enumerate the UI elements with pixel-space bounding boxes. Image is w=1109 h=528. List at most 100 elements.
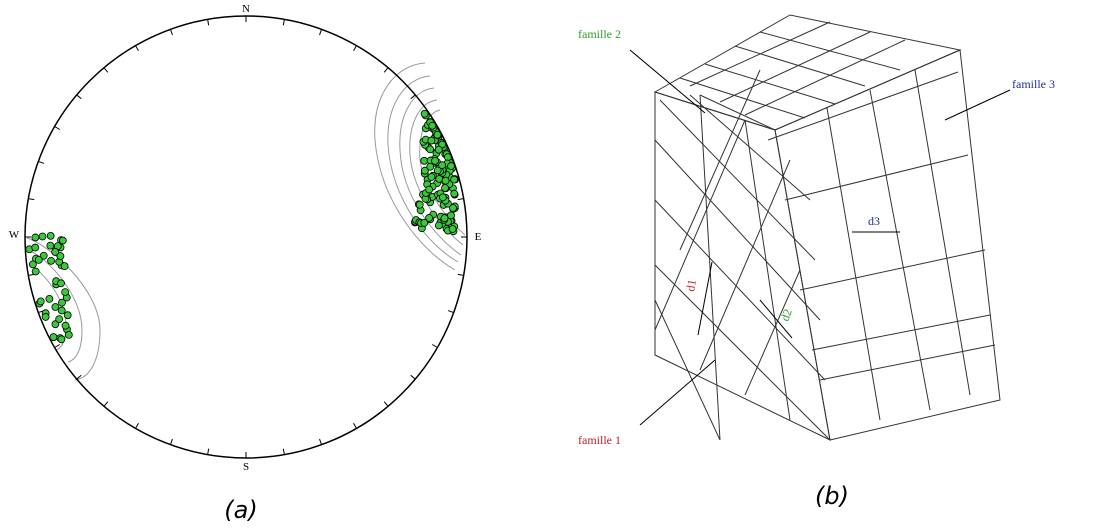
tick <box>28 198 35 201</box>
left-face <box>654 91 831 441</box>
caption: (a) <box>224 496 257 524</box>
pole <box>427 136 436 145</box>
pole <box>56 252 65 260</box>
family-3-joints <box>767 69 996 421</box>
pole <box>58 298 66 307</box>
pole <box>46 241 55 250</box>
tick <box>353 45 357 52</box>
family-2-label: famille 2 <box>578 27 621 41</box>
pole <box>31 243 40 252</box>
pole <box>434 221 443 230</box>
pole <box>36 297 45 306</box>
pole <box>61 321 70 330</box>
pole <box>427 173 436 181</box>
family-3-label: famille 3 <box>1012 77 1055 91</box>
edges <box>699 94 791 441</box>
contour <box>399 87 462 256</box>
pole <box>447 162 455 170</box>
pole <box>426 145 435 154</box>
arrow <box>697 261 713 336</box>
tick <box>54 126 61 130</box>
tick <box>38 160 45 164</box>
pole <box>55 315 64 324</box>
tick <box>103 401 109 407</box>
pole <box>41 313 50 321</box>
top-joints <box>679 21 906 119</box>
contour <box>26 237 101 381</box>
tick <box>103 67 109 73</box>
pole <box>450 189 459 198</box>
east-label: E <box>475 231 482 243</box>
pole <box>438 161 447 170</box>
pole <box>64 330 73 339</box>
leader <box>629 49 706 114</box>
tick <box>457 273 464 276</box>
tick <box>431 344 438 348</box>
pole <box>420 109 429 118</box>
contour <box>374 62 456 271</box>
pole <box>433 130 442 139</box>
pole <box>420 166 429 175</box>
pole <box>426 162 435 171</box>
contour <box>27 249 83 363</box>
pole <box>440 214 449 223</box>
north-label: N <box>242 3 250 15</box>
tick <box>135 45 139 52</box>
pole <box>441 184 449 192</box>
tick <box>353 422 357 429</box>
pole <box>31 267 40 276</box>
tick <box>383 67 389 73</box>
pole <box>420 218 429 227</box>
tick <box>135 422 139 429</box>
leader <box>944 89 1011 121</box>
poles <box>25 109 460 344</box>
pole <box>39 251 48 260</box>
tick <box>54 344 61 348</box>
pole <box>438 140 447 149</box>
pole <box>58 236 67 245</box>
pole <box>415 200 424 209</box>
pole <box>61 288 70 296</box>
annotations <box>629 49 1011 426</box>
pole <box>425 214 434 222</box>
tick <box>383 401 389 407</box>
primitive-circle <box>24 15 468 459</box>
pole <box>60 262 69 271</box>
pole <box>51 303 60 311</box>
tick <box>207 448 210 455</box>
tick <box>169 438 173 445</box>
tick <box>207 19 210 26</box>
tick <box>447 310 454 314</box>
tick <box>410 94 416 100</box>
contour <box>387 75 459 263</box>
spacing-2-label: d2 <box>778 307 795 323</box>
family-1-2-joints <box>654 69 831 441</box>
pole <box>428 121 437 130</box>
south-label: S <box>243 461 249 473</box>
pole <box>433 166 442 175</box>
ticks <box>25 16 467 458</box>
pole <box>57 306 66 315</box>
tick <box>319 438 323 445</box>
tick <box>319 29 323 36</box>
pole <box>47 256 55 265</box>
pole <box>441 176 450 185</box>
tick <box>76 374 82 380</box>
leader <box>639 359 716 426</box>
pole <box>438 193 447 202</box>
tick <box>410 374 416 380</box>
west-label: W <box>9 229 20 241</box>
pole <box>434 145 443 154</box>
pole <box>57 335 66 344</box>
pole <box>447 211 455 220</box>
pole <box>443 153 452 162</box>
family-1-label: famille 1 <box>578 433 621 447</box>
tick <box>76 94 82 100</box>
stereonet: N S E W <box>9 3 482 473</box>
caption: (b) <box>815 482 849 510</box>
tick <box>282 19 285 26</box>
arrow <box>759 299 793 339</box>
tick <box>282 448 285 455</box>
pole <box>63 311 72 320</box>
